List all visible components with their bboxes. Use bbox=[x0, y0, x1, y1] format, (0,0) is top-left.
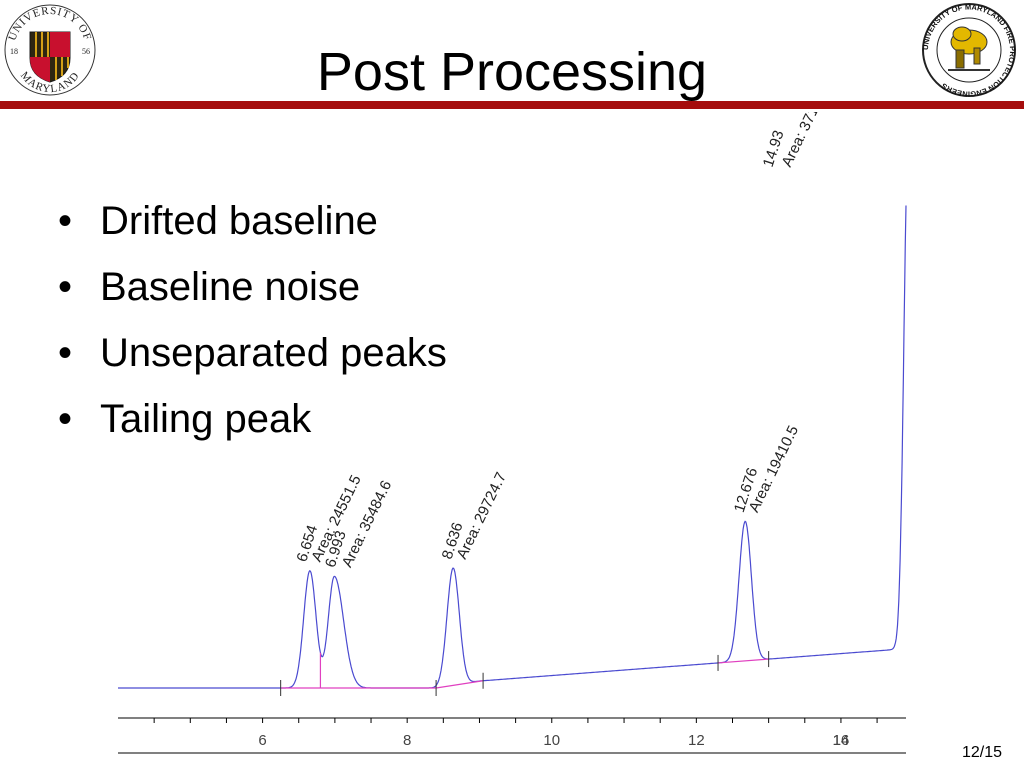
bullet-text: Tailing peak bbox=[100, 397, 312, 441]
bullet-glyph: • bbox=[58, 265, 73, 309]
bullet-glyph: • bbox=[58, 331, 73, 375]
slide-title: Post Processing bbox=[316, 42, 708, 102]
x-tick-label: 12 bbox=[688, 732, 705, 749]
x-tick-label: 6 bbox=[258, 732, 266, 749]
bullet-item: • Drifted baseline bbox=[58, 188, 447, 254]
university-of-maryland-seal: UNIVERSITY OF MARYLAND 18 56 bbox=[4, 4, 96, 96]
chromatogram-trace bbox=[118, 205, 907, 689]
bullet-text: Drifted baseline bbox=[100, 199, 378, 243]
x-tick-label: 14 bbox=[833, 732, 850, 749]
slide-header: UNIVERSITY OF MARYLAND 18 56 Post Proces… bbox=[0, 0, 1024, 112]
peak-area-label: Area: 29724.7 bbox=[453, 470, 510, 562]
bullet-text: Baseline noise bbox=[100, 265, 361, 309]
x-tick-label: 16 bbox=[833, 732, 850, 749]
seal-year-right: 56 bbox=[82, 47, 90, 56]
integration-baseline bbox=[436, 680, 484, 689]
bullet-list: • Drifted baseline • Baseline noise • Unsep… bbox=[58, 188, 447, 452]
integration-baseline bbox=[717, 658, 769, 664]
x-tick-label: 8 bbox=[403, 732, 411, 749]
bullet-text: Unseparated peaks bbox=[100, 331, 447, 375]
seal-year-left: 18 bbox=[10, 47, 18, 56]
x-tick-label: 10 bbox=[543, 732, 560, 749]
bullet-item: • Unseparated peaks bbox=[58, 320, 447, 386]
peak-area-label: Area: 37124. bbox=[778, 112, 831, 170]
fire-protection-engineers-logo: UNIVERSITY OF MARYLAND FIRE PROTECTION E… bbox=[921, 2, 1017, 98]
bullet-item: • Baseline noise bbox=[58, 254, 447, 320]
page-number: 12/15 bbox=[962, 744, 1003, 761]
bullet-glyph: • bbox=[58, 199, 73, 243]
bullet-item: • Tailing peak bbox=[58, 386, 447, 452]
header-divider bbox=[0, 101, 1024, 109]
bullet-glyph: • bbox=[58, 397, 73, 441]
